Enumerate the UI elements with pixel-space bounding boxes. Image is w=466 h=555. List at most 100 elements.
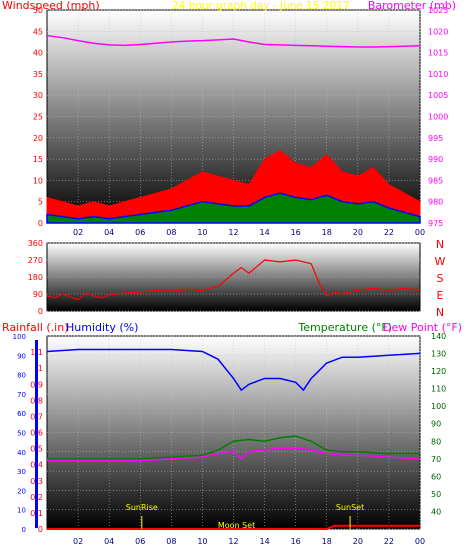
barometer-tick-label: 1020 — [428, 27, 448, 36]
x-tick-label: 22 — [384, 537, 394, 546]
barometer-tick-label: 1025 — [428, 6, 448, 15]
humidity-tick-label: 100 — [13, 333, 26, 341]
x-tick-label: 18 — [322, 537, 332, 546]
direction-panel-series — [46, 259, 421, 301]
humidity-tick-label: 0 — [22, 526, 26, 534]
x-tick-label: 12 — [228, 537, 238, 546]
temperature-tick-label: 50 — [431, 490, 441, 499]
temperature-tick-label: 70 — [431, 455, 441, 464]
windspeed-tick-label: 20 — [33, 134, 43, 143]
chart-title: 24 hour graph day - June 15 2017 — [172, 0, 350, 12]
humidity-tick-label: 80 — [17, 372, 26, 380]
compass-label: S — [437, 272, 444, 285]
wind-average-series — [46, 192, 421, 224]
windspeed-tick-label: 40 — [33, 49, 43, 58]
x-tick-label: 04 — [104, 228, 114, 237]
temperature-panel-grid — [47, 335, 421, 530]
dewpoint-series — [47, 447, 421, 462]
windspeed-axis-label: Windspeed (mph) — [2, 0, 100, 12]
humidity-left-ticks: 0 10 20 30 40 50 60 70 80 90 100 — [13, 333, 26, 534]
x-tick-label: 12 — [228, 228, 238, 237]
temperature-axis-label: Temperature (°F) — [297, 321, 392, 334]
x-tick-label: 14 — [259, 228, 269, 237]
x-tick-label: 08 — [166, 537, 176, 546]
humidity-axis-label: Humidity (%) — [66, 321, 138, 334]
x-tick-label: 16 — [291, 537, 301, 546]
x-tick-label: 06 — [135, 228, 145, 237]
x-tick-label: 14 — [259, 537, 269, 546]
x-tick-label: 20 — [353, 228, 363, 237]
temperature-x-ticks: 02 04 06 08 10 12 14 16 18 20 22 00 — [73, 537, 425, 546]
humidity-tick-label: 10 — [17, 507, 26, 515]
direction-tick-label: 360 — [28, 239, 43, 248]
humidity-tick-label: 50 — [17, 430, 26, 438]
windspeed-tick-label: 45 — [33, 27, 43, 36]
barometer-tick-label: 1000 — [428, 113, 448, 122]
windspeed-tick-label: 50 — [33, 6, 43, 15]
sun-moon-annotations: SunRise SunSet Moon Set — [126, 503, 364, 530]
temperature-tick-label: 80 — [431, 437, 441, 446]
windspeed-tick-label: 35 — [33, 70, 43, 79]
temperature-tick-label: 140 — [431, 332, 446, 341]
x-tick-label: 22 — [384, 228, 394, 237]
rain-tick-label: 0 — [38, 525, 43, 534]
barometer-tick-label: 995 — [428, 134, 443, 143]
x-tick-label: 06 — [135, 537, 145, 546]
x-tick-label: 08 — [166, 228, 176, 237]
temperature-panel-series — [46, 348, 421, 530]
humidity-axis-bar — [35, 340, 38, 528]
barometer-series — [46, 34, 421, 48]
direction-left-ticks: 0 90 180 270 360 — [28, 239, 43, 316]
compass-label: E — [437, 289, 444, 302]
x-tick-label: 00 — [415, 537, 425, 546]
annotation-label: SunRise — [126, 503, 158, 512]
wind-direction-series — [46, 259, 421, 301]
windspeed-tick-label: 25 — [33, 113, 43, 122]
humidity-tick-label: 20 — [17, 487, 26, 495]
windspeed-tick-label: 15 — [33, 155, 43, 164]
x-tick-label: 04 — [104, 537, 114, 546]
rainfall-axis-label: Rainfall (.in) — [2, 321, 69, 334]
temperature-tick-label: 60 — [431, 472, 441, 481]
rainfall-series — [47, 524, 420, 530]
windspeed-tick-label: 10 — [33, 176, 43, 185]
humidity-tick-label: 60 — [17, 410, 26, 418]
humidity-tick-label: 40 — [17, 449, 26, 457]
x-tick-label: 02 — [73, 228, 83, 237]
compass-label: N — [436, 306, 444, 319]
barometer-axis-label: Barometer (mb) — [368, 0, 456, 12]
direction-tick-label: 0 — [38, 307, 43, 316]
windspeed-tick-label: 30 — [33, 91, 43, 100]
direction-tick-label: 180 — [28, 273, 43, 282]
x-tick-label: 16 — [291, 228, 301, 237]
wind-x-ticks: 02 04 06 08 10 12 14 16 18 20 22 00 — [73, 228, 425, 237]
x-tick-label: 18 — [322, 228, 332, 237]
temperature-tick-label: 110 — [431, 385, 446, 394]
windspeed-tick-label: 0 — [38, 219, 43, 228]
x-tick-label: 00 — [415, 228, 425, 237]
temperature-series — [47, 435, 420, 460]
barometer-tick-label: 985 — [428, 176, 443, 185]
direction-panel-grid — [47, 242, 420, 312]
barometer-tick-label: 1010 — [428, 70, 448, 79]
compass-label: N — [436, 238, 444, 251]
temperature-tick-label: 40 — [431, 507, 441, 516]
direction-tick-label: 270 — [28, 256, 43, 265]
barometer-tick-label: 990 — [428, 155, 443, 164]
barometer-tick-label: 1005 — [428, 91, 448, 100]
windspeed-tick-label: 5 — [38, 198, 43, 207]
x-tick-label: 10 — [197, 228, 207, 237]
barometer-tick-label: 975 — [428, 219, 443, 228]
temperature-tick-label: 130 — [431, 350, 446, 359]
annotation-label: Moon Set — [218, 521, 255, 530]
direction-tick-label: 90 — [33, 290, 43, 299]
dewpoint-axis-label: Dew Point (°F) — [383, 321, 462, 334]
wind-panel-series — [46, 34, 421, 224]
barometer-tick-label: 980 — [428, 198, 443, 207]
wind-left-ticks: 0 5 10 15 20 25 30 35 40 45 50 — [33, 6, 43, 228]
temperature-tick-label: 100 — [431, 402, 446, 411]
x-tick-label: 20 — [353, 537, 363, 546]
